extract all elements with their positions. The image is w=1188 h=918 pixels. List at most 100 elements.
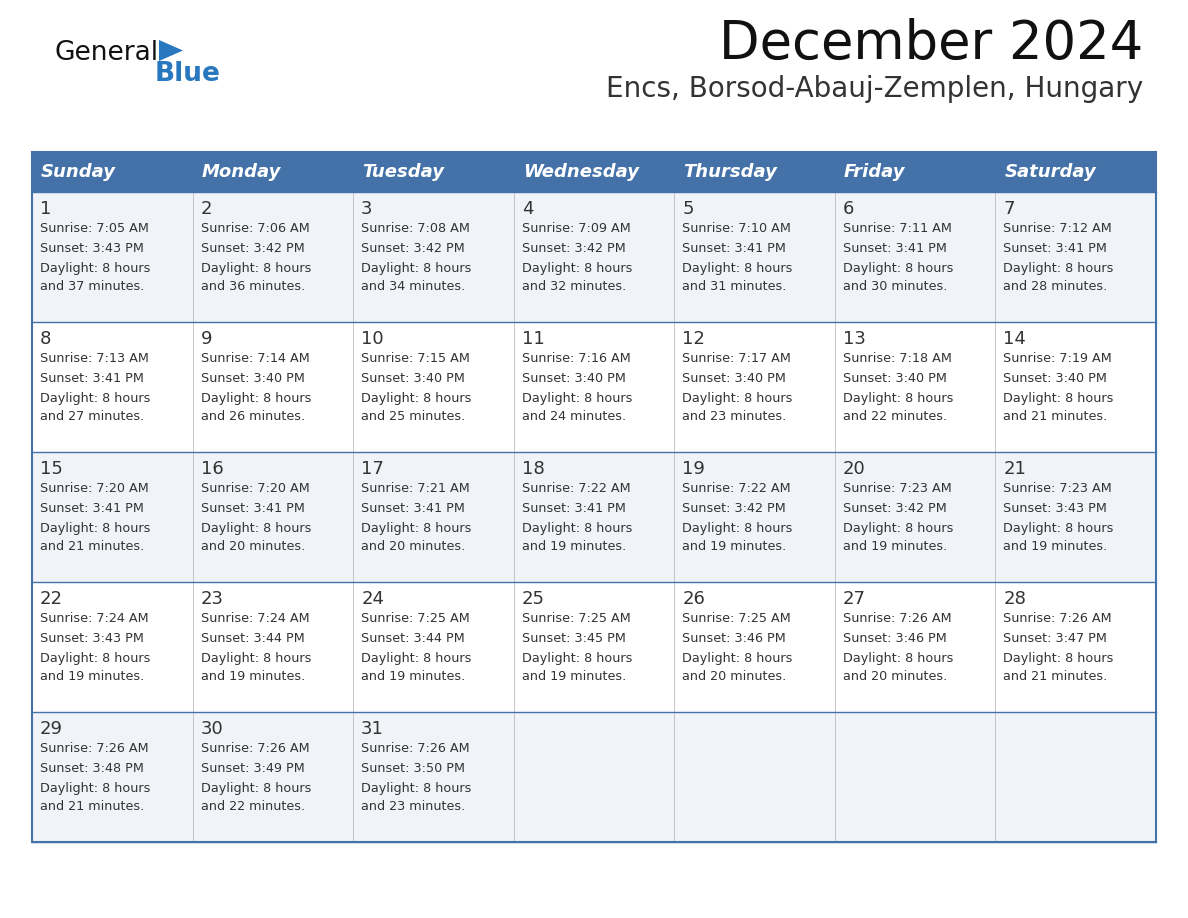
Bar — [32, 322, 1156, 452]
Text: Daylight: 8 hours: Daylight: 8 hours — [361, 522, 472, 535]
Bar — [32, 452, 1156, 582]
Text: 6: 6 — [842, 200, 854, 218]
Text: Sunrise: 7:05 AM: Sunrise: 7:05 AM — [40, 222, 148, 235]
Text: Daylight: 8 hours: Daylight: 8 hours — [1004, 522, 1114, 535]
Text: Sunrise: 7:20 AM: Sunrise: 7:20 AM — [40, 482, 148, 495]
Text: Sunrise: 7:15 AM: Sunrise: 7:15 AM — [361, 352, 470, 365]
Text: Sunrise: 7:25 AM: Sunrise: 7:25 AM — [361, 612, 470, 625]
Text: Sunset: 3:42 PM: Sunset: 3:42 PM — [682, 502, 786, 515]
Text: and 19 minutes.: and 19 minutes. — [842, 540, 947, 553]
Text: 4: 4 — [522, 200, 533, 218]
Text: Daylight: 8 hours: Daylight: 8 hours — [40, 392, 151, 405]
Text: 17: 17 — [361, 460, 384, 478]
Text: Thursday: Thursday — [683, 163, 777, 181]
Text: Sunset: 3:41 PM: Sunset: 3:41 PM — [40, 502, 144, 515]
Text: Sunset: 3:43 PM: Sunset: 3:43 PM — [40, 632, 144, 645]
Text: Sunrise: 7:08 AM: Sunrise: 7:08 AM — [361, 222, 470, 235]
Text: Sunday: Sunday — [42, 163, 116, 181]
Text: Sunrise: 7:16 AM: Sunrise: 7:16 AM — [522, 352, 631, 365]
Text: 21: 21 — [1004, 460, 1026, 478]
Text: 26: 26 — [682, 590, 706, 608]
Text: 13: 13 — [842, 330, 866, 348]
Text: Sunset: 3:40 PM: Sunset: 3:40 PM — [682, 372, 786, 385]
Text: Daylight: 8 hours: Daylight: 8 hours — [682, 392, 792, 405]
Text: 5: 5 — [682, 200, 694, 218]
Text: December 2024: December 2024 — [719, 18, 1143, 70]
Text: Daylight: 8 hours: Daylight: 8 hours — [842, 392, 953, 405]
Text: 9: 9 — [201, 330, 213, 348]
Text: Daylight: 8 hours: Daylight: 8 hours — [40, 262, 151, 275]
Text: and 22 minutes.: and 22 minutes. — [842, 410, 947, 423]
Text: 29: 29 — [40, 720, 63, 738]
Bar — [32, 152, 1156, 192]
Text: Sunset: 3:49 PM: Sunset: 3:49 PM — [201, 762, 304, 775]
Text: Sunrise: 7:11 AM: Sunrise: 7:11 AM — [842, 222, 952, 235]
Text: and 22 minutes.: and 22 minutes. — [201, 800, 304, 813]
Text: Sunset: 3:41 PM: Sunset: 3:41 PM — [682, 242, 786, 255]
Text: Daylight: 8 hours: Daylight: 8 hours — [40, 652, 151, 665]
Text: Sunset: 3:44 PM: Sunset: 3:44 PM — [201, 632, 304, 645]
Text: and 19 minutes.: and 19 minutes. — [522, 670, 626, 683]
Text: and 19 minutes.: and 19 minutes. — [682, 540, 786, 553]
Text: Sunset: 3:42 PM: Sunset: 3:42 PM — [842, 502, 947, 515]
Text: Daylight: 8 hours: Daylight: 8 hours — [361, 262, 472, 275]
Text: Daylight: 8 hours: Daylight: 8 hours — [40, 522, 151, 535]
Text: Daylight: 8 hours: Daylight: 8 hours — [1004, 262, 1114, 275]
Text: 30: 30 — [201, 720, 223, 738]
Text: Sunset: 3:41 PM: Sunset: 3:41 PM — [842, 242, 947, 255]
Text: Sunrise: 7:22 AM: Sunrise: 7:22 AM — [682, 482, 791, 495]
Text: Sunset: 3:43 PM: Sunset: 3:43 PM — [1004, 502, 1107, 515]
Text: Sunrise: 7:19 AM: Sunrise: 7:19 AM — [1004, 352, 1112, 365]
Text: and 19 minutes.: and 19 minutes. — [361, 670, 466, 683]
Text: Daylight: 8 hours: Daylight: 8 hours — [522, 392, 632, 405]
Text: Sunset: 3:40 PM: Sunset: 3:40 PM — [1004, 372, 1107, 385]
Text: Sunrise: 7:23 AM: Sunrise: 7:23 AM — [1004, 482, 1112, 495]
Text: and 21 minutes.: and 21 minutes. — [40, 800, 144, 813]
Text: and 19 minutes.: and 19 minutes. — [1004, 540, 1107, 553]
Text: Daylight: 8 hours: Daylight: 8 hours — [361, 392, 472, 405]
Text: Monday: Monday — [202, 163, 280, 181]
Text: Sunset: 3:41 PM: Sunset: 3:41 PM — [1004, 242, 1107, 255]
Text: Sunset: 3:42 PM: Sunset: 3:42 PM — [522, 242, 625, 255]
Text: and 23 minutes.: and 23 minutes. — [682, 410, 786, 423]
Polygon shape — [159, 40, 183, 61]
Bar — [32, 712, 1156, 842]
Text: Encs, Borsod-Abauj-Zemplen, Hungary: Encs, Borsod-Abauj-Zemplen, Hungary — [606, 75, 1143, 103]
Text: Daylight: 8 hours: Daylight: 8 hours — [682, 262, 792, 275]
Text: and 26 minutes.: and 26 minutes. — [201, 410, 304, 423]
Text: and 20 minutes.: and 20 minutes. — [842, 670, 947, 683]
Text: 10: 10 — [361, 330, 384, 348]
Text: Daylight: 8 hours: Daylight: 8 hours — [361, 782, 472, 795]
Text: Sunrise: 7:18 AM: Sunrise: 7:18 AM — [842, 352, 952, 365]
Text: 7: 7 — [1004, 200, 1015, 218]
Text: Sunrise: 7:24 AM: Sunrise: 7:24 AM — [201, 612, 309, 625]
Text: Sunrise: 7:25 AM: Sunrise: 7:25 AM — [682, 612, 791, 625]
Text: and 20 minutes.: and 20 minutes. — [361, 540, 466, 553]
Text: Daylight: 8 hours: Daylight: 8 hours — [842, 652, 953, 665]
Text: Sunset: 3:41 PM: Sunset: 3:41 PM — [522, 502, 626, 515]
Text: 19: 19 — [682, 460, 706, 478]
Text: and 30 minutes.: and 30 minutes. — [842, 280, 947, 293]
Text: and 25 minutes.: and 25 minutes. — [361, 410, 466, 423]
Text: Sunset: 3:50 PM: Sunset: 3:50 PM — [361, 762, 466, 775]
Text: Sunset: 3:47 PM: Sunset: 3:47 PM — [1004, 632, 1107, 645]
Text: and 27 minutes.: and 27 minutes. — [40, 410, 144, 423]
Text: 27: 27 — [842, 590, 866, 608]
Text: Daylight: 8 hours: Daylight: 8 hours — [361, 652, 472, 665]
Text: Sunrise: 7:26 AM: Sunrise: 7:26 AM — [201, 742, 309, 755]
Text: and 37 minutes.: and 37 minutes. — [40, 280, 145, 293]
Text: Sunrise: 7:17 AM: Sunrise: 7:17 AM — [682, 352, 791, 365]
Text: 20: 20 — [842, 460, 866, 478]
Text: and 20 minutes.: and 20 minutes. — [201, 540, 305, 553]
Text: 11: 11 — [522, 330, 544, 348]
Text: Daylight: 8 hours: Daylight: 8 hours — [1004, 652, 1114, 665]
Text: and 19 minutes.: and 19 minutes. — [201, 670, 305, 683]
Text: 14: 14 — [1004, 330, 1026, 348]
Text: and 21 minutes.: and 21 minutes. — [1004, 670, 1107, 683]
Text: and 34 minutes.: and 34 minutes. — [361, 280, 466, 293]
Text: Wednesday: Wednesday — [523, 163, 639, 181]
Text: Sunrise: 7:20 AM: Sunrise: 7:20 AM — [201, 482, 309, 495]
Text: General: General — [55, 40, 159, 66]
Text: Sunset: 3:40 PM: Sunset: 3:40 PM — [361, 372, 465, 385]
Text: Saturday: Saturday — [1004, 163, 1097, 181]
